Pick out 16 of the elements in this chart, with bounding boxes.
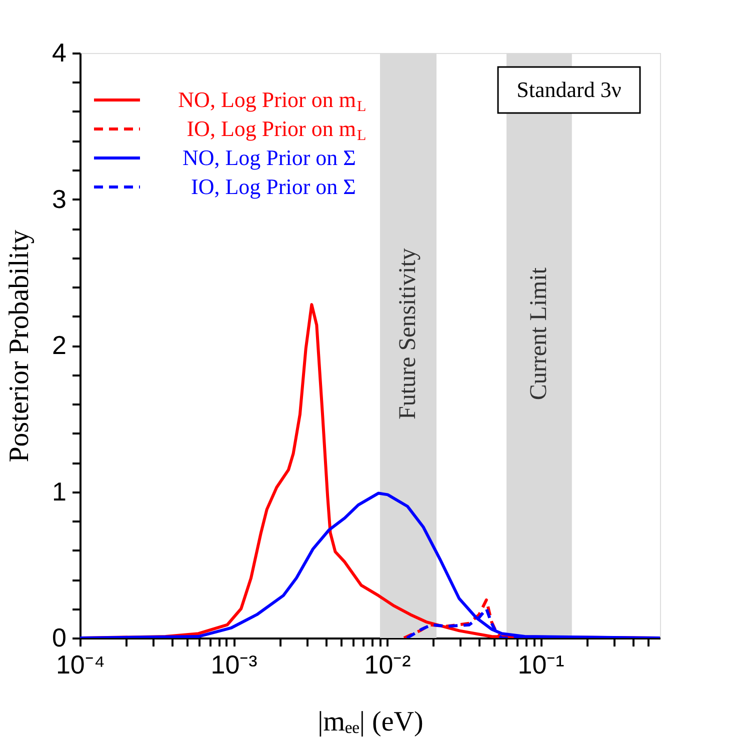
x-tick-label: 10⁻¹ — [518, 650, 565, 680]
y-tick-label: 1 — [52, 476, 66, 506]
band-label: Future Sensitivity — [395, 248, 422, 420]
annotation: Standard 3ν — [516, 77, 622, 102]
legend-label: NO, Log Prior on Σ — [182, 145, 356, 170]
x-tick-label: 10⁻² — [364, 650, 412, 680]
legend-label: IO, Log Prior on Σ — [191, 174, 356, 199]
y-tick-label: 4 — [52, 38, 66, 68]
band-label: Current Limit — [526, 267, 552, 400]
x-tick-label: 10⁻³ — [210, 650, 258, 680]
y-tick-label: 3 — [52, 184, 66, 214]
x-tick-label: 10⁻⁴ — [56, 650, 106, 680]
y-tick-label: 2 — [52, 330, 66, 360]
y-tick-label: 0 — [52, 622, 66, 652]
y-axis-title: Posterior Probability — [4, 230, 36, 462]
x-axis-title: |mₑₑ| (eV) — [318, 706, 424, 738]
